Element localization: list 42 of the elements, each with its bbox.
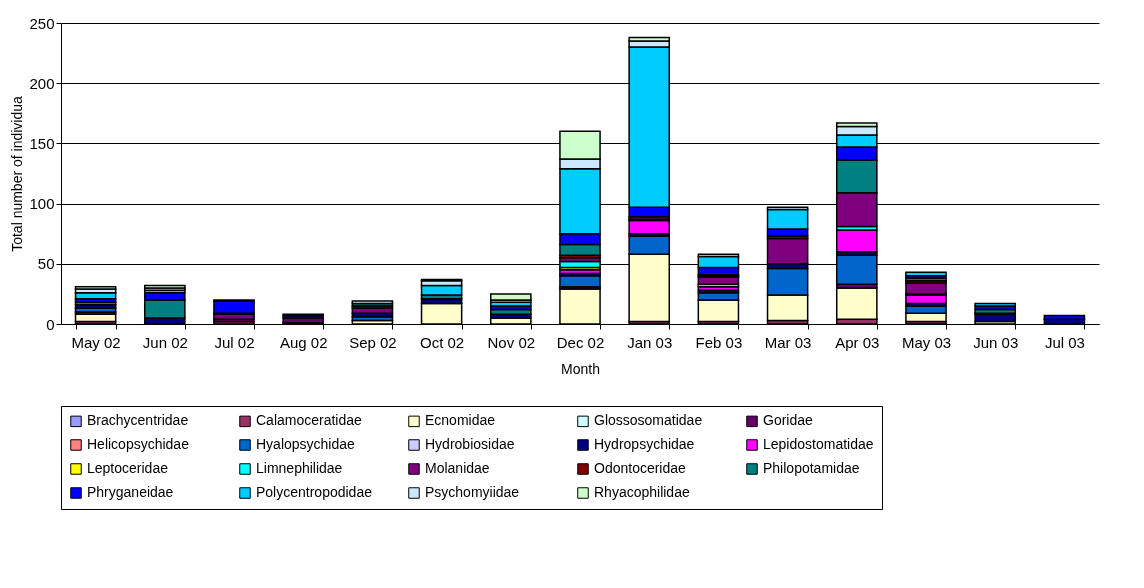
x-tick-label: May 03 [901, 333, 952, 351]
legend-label: Leptoceridae [87, 460, 169, 476]
x-tick-label: Jul 02 [214, 333, 255, 351]
legend-label: Limnephilidae [256, 460, 343, 476]
legend-label: Lepidostomatidae [763, 436, 874, 452]
x-tick-label: Sep 02 [349, 333, 397, 351]
x-axis-title: Month [561, 360, 600, 377]
legend-label: Brachycentridae [87, 412, 189, 429]
x-tick-label: Jun 02 [142, 333, 188, 351]
legend-label: Helicopsychidae [87, 436, 190, 452]
x-tick-label: Mar 03 [764, 333, 812, 351]
x-tick-label: Jan 03 [627, 333, 673, 351]
legend-label: Ecnomidae [425, 412, 496, 429]
y-tick-label: 200 [29, 74, 55, 92]
x-tick-label: Jul 03 [1044, 333, 1085, 351]
x-tick-label: Jun 03 [973, 333, 1019, 351]
legend-label: Hydropsychidae [594, 436, 695, 452]
x-tick-label: Oct 02 [420, 333, 465, 351]
legend-label: Glossosomatidae [594, 412, 703, 429]
y-tick-label: 150 [29, 134, 55, 152]
x-tick-label: May 02 [71, 333, 121, 351]
x-tick-label: Aug 02 [279, 333, 328, 351]
legend-label: Hyalopsychidae [256, 436, 356, 452]
legend-label: Polycentropodidae [256, 484, 373, 500]
y-tick-label: 250 [29, 14, 55, 32]
legend-label: Rhyacophilidae [594, 484, 690, 500]
x-tick-label: Nov 02 [487, 333, 536, 351]
y-tick-label: 0 [46, 315, 55, 333]
legend-label: Odontoceridae [594, 460, 687, 476]
y-tick-label: 100 [29, 195, 55, 213]
legend-label: Hydrobiosidae [425, 436, 515, 452]
x-tick-label: Apr 03 [835, 333, 880, 351]
legend-label: Philopotamidae [763, 460, 860, 476]
legend-label: Molanidae [425, 460, 490, 476]
y-tick-label: 50 [37, 255, 55, 273]
x-tick-label: Dec 02 [556, 333, 605, 351]
y-axis-title: Total number of individua [9, 95, 26, 252]
legend-label: Phryganeidae [87, 484, 174, 500]
x-tick-label: Feb 03 [695, 333, 743, 351]
legend-label: Goridae [763, 412, 814, 429]
legend-label: Calamoceratidae [256, 412, 363, 429]
legend-label: Psychomyiidae [425, 484, 520, 500]
